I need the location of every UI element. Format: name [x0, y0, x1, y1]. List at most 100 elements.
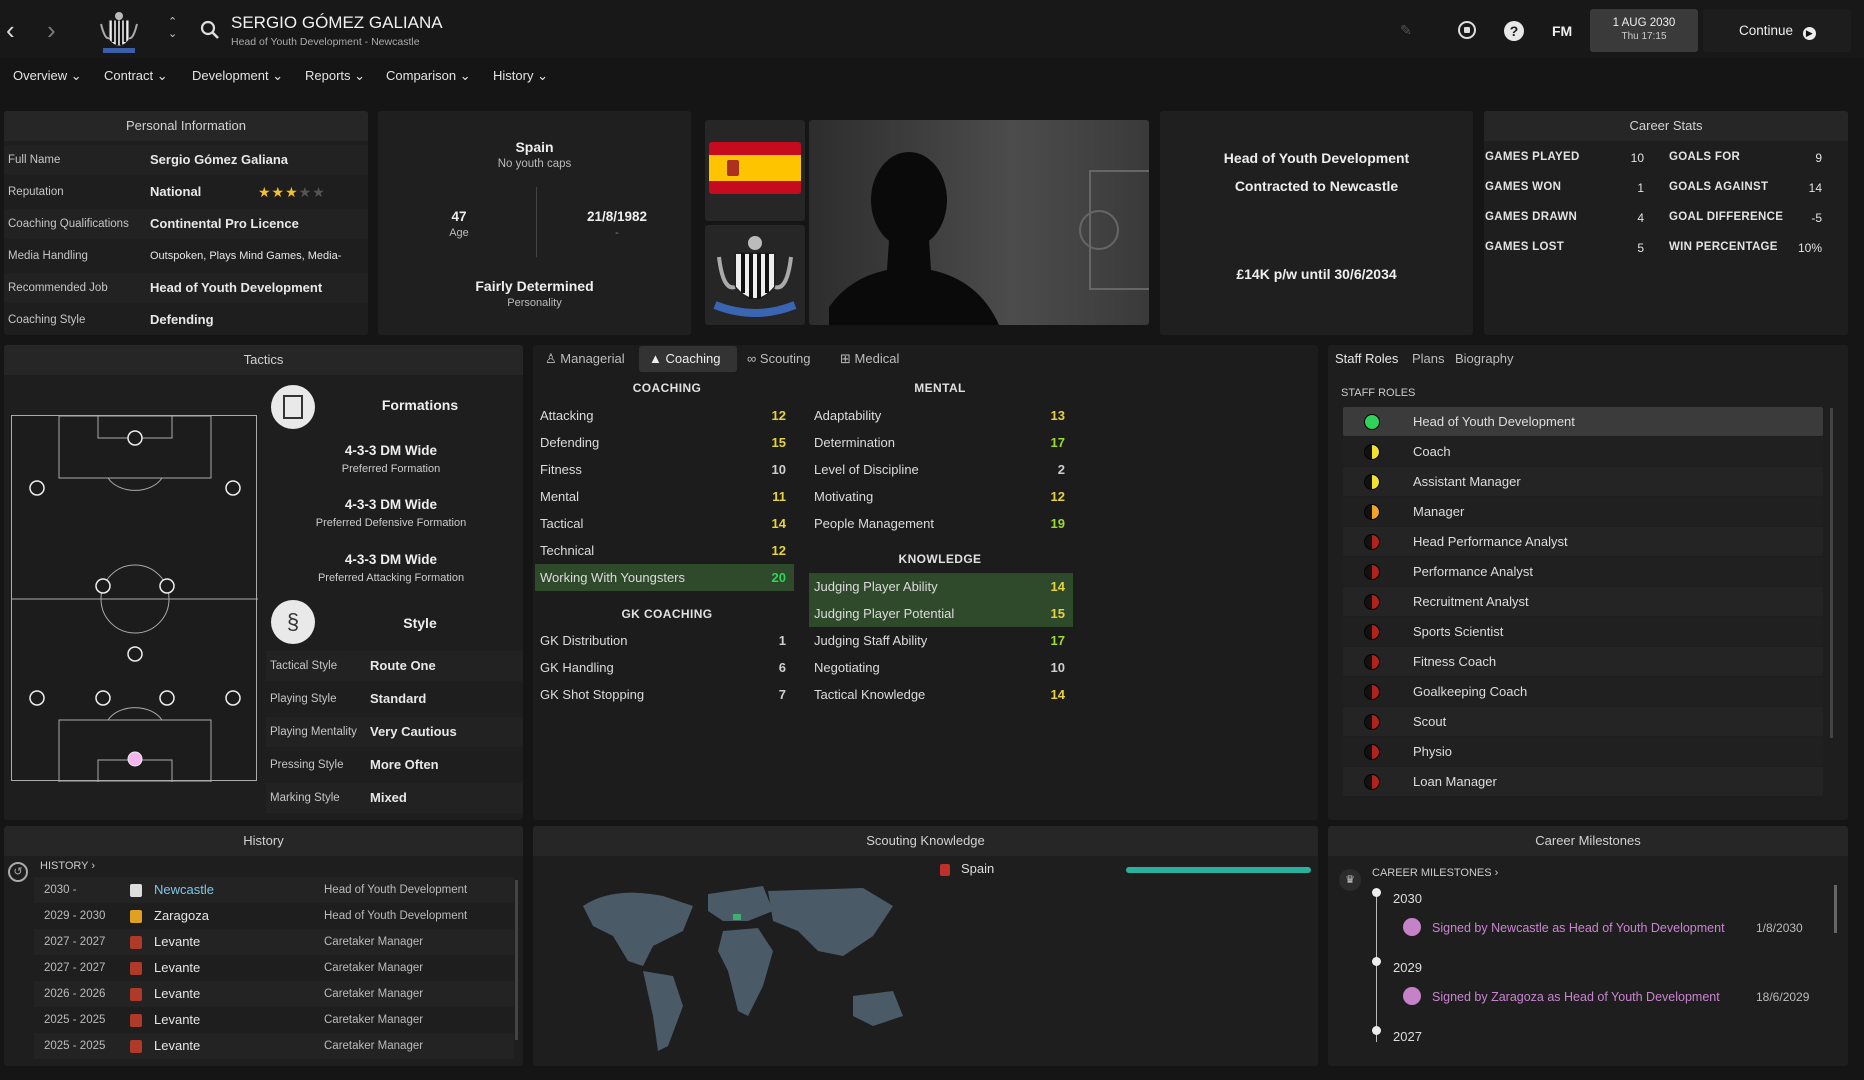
formations-title: Formations	[381, 397, 459, 413]
history-row[interactable]: 2030 - Newcastle Head of Youth Development	[34, 877, 514, 903]
timeline-dot	[1372, 957, 1381, 966]
newcastle-crest-icon[interactable]	[705, 225, 805, 325]
history-row[interactable]: 2027 - 2027 Levante Caretaker Manager	[34, 929, 514, 955]
top-bar	[0, 0, 1864, 58]
club-crest-icon	[130, 936, 142, 949]
staff-role-row[interactable]: Recruitment Analyst	[1343, 587, 1823, 616]
history-club[interactable]: Levante	[154, 960, 201, 975]
edit-icon[interactable]: ✎	[1400, 22, 1412, 38]
tab-biography[interactable]: Biography	[1455, 351, 1514, 366]
role-rating-icon	[1364, 774, 1380, 790]
style-row: Playing Mentality Very Cautious	[266, 717, 523, 747]
forward-icon[interactable]: ›	[47, 15, 56, 45]
info-row: Coaching Style Defending	[8, 312, 214, 327]
role-name: Assistant Manager	[1413, 474, 1521, 489]
club-box	[705, 225, 805, 325]
menu-reports[interactable]: Reports ⌄	[305, 68, 366, 83]
history-row[interactable]: 2029 - 2030 Zaragoza Head of Youth Develop…	[34, 903, 514, 929]
history-role: Caretaker Manager	[324, 988, 424, 1000]
role-name: Recruitment Analyst	[1413, 594, 1529, 609]
history-club[interactable]: Levante	[154, 986, 201, 1001]
staff-role-row[interactable]: Loan Manager	[1343, 767, 1823, 796]
world-map[interactable]	[573, 876, 993, 1056]
person-icon: ♙	[545, 351, 557, 366]
help-icon[interactable]: ?	[1504, 21, 1524, 41]
history-row[interactable]: 2025 - 2025 Levante Caretaker Manager	[34, 1007, 514, 1033]
history-club[interactable]: Levante	[154, 1012, 201, 1027]
menu-contract[interactable]: Contract ⌄	[104, 68, 168, 83]
staff-role-row[interactable]: Assistant Manager	[1343, 467, 1823, 496]
history-title: History	[4, 826, 523, 856]
tab-plans[interactable]: Plans	[1412, 351, 1445, 366]
milestones-scrollbar[interactable]	[1834, 885, 1837, 933]
tab-medical[interactable]: ⊞ Medical	[840, 351, 900, 366]
menu-development[interactable]: Development ⌄	[192, 68, 284, 83]
history-row[interactable]: 2027 - 2027 Levante Caretaker Manager	[34, 955, 514, 981]
milestones-panel: Career Milestones	[1328, 826, 1848, 1066]
personality: Fairly Determined	[475, 278, 594, 294]
style-row: Pressing Style More Often	[270, 757, 439, 772]
staff-role-row[interactable]: Coach	[1343, 437, 1823, 466]
attr-row: Adaptability 13	[814, 408, 1065, 423]
history-club[interactable]: Levante	[154, 1038, 201, 1053]
continue-button[interactable]: Continue ▶	[1703, 9, 1851, 52]
staff-role-row[interactable]: Sports Scientist	[1343, 617, 1823, 646]
roles-scrollbar[interactable]	[1830, 408, 1833, 738]
staff-role-row[interactable]: Manager	[1343, 497, 1823, 526]
history-club[interactable]: Zaragoza	[154, 908, 209, 923]
back-icon[interactable]: ‹	[6, 15, 15, 45]
menu-overview[interactable]: Overview ⌄	[13, 68, 82, 83]
milestone-text[interactable]: Signed by Zaragoza as Head of Youth Deve…	[1432, 990, 1720, 1004]
attr-row: Determination 17	[814, 435, 1065, 450]
role-name: Fitness Coach	[1413, 654, 1497, 669]
menu-comparison[interactable]: Comparison ⌄	[386, 68, 471, 83]
role-name: Head Performance Analyst	[1413, 534, 1568, 549]
age-value: 47	[451, 209, 467, 224]
tab-coaching[interactable]: ▲ Coaching	[639, 346, 737, 372]
attr-row: Level of Discipline 2	[814, 462, 1065, 477]
info-row: Reputation National ★★★★★	[4, 177, 368, 207]
tab-staff-roles[interactable]: Staff Roles	[1335, 351, 1399, 366]
stat-value: 5	[1637, 241, 1644, 255]
history-role: Caretaker Manager	[324, 1014, 424, 1026]
search-icon[interactable]	[200, 20, 220, 40]
role-name: Sports Scientist	[1413, 624, 1504, 639]
milestone-date: 18/6/2029	[1756, 990, 1810, 1004]
tab-scouting[interactable]: ∞ Scouting	[747, 351, 811, 366]
tab-managerial[interactable]: ♙ Managerial	[545, 351, 625, 366]
role-rating-icon	[1364, 444, 1380, 460]
staff-role-row[interactable]: Goalkeeping Coach	[1343, 677, 1823, 706]
history-row[interactable]: 2025 - 2025 Levante Caretaker Manager	[34, 1033, 514, 1059]
staff-silhouette-icon	[829, 152, 999, 325]
club-crest-icon[interactable]	[95, 10, 143, 56]
history-years: 2027 - 2027	[44, 936, 106, 948]
history-scrollbar[interactable]	[515, 880, 518, 1040]
info-row: Media Handling Outspoken, Plays Mind Game…	[8, 250, 342, 292]
history-club[interactable]: Levante	[154, 934, 201, 949]
milestone-text[interactable]: Signed by Newcastle as Head of Youth Dev…	[1432, 921, 1725, 935]
history-club[interactable]: Newcastle	[154, 882, 214, 897]
soccer-ball-icon[interactable]	[1458, 21, 1476, 39]
history-years: 2027 - 2027	[44, 962, 106, 974]
staff-role-row[interactable]: Physio	[1343, 737, 1823, 766]
staff-role-row[interactable]: Performance Analyst	[1343, 557, 1823, 586]
sort-arrows-icon[interactable]: ⌃ ⌄	[168, 16, 178, 40]
history-link[interactable]: HISTORY ›	[40, 860, 96, 872]
fm-menu-button[interactable]: FM	[1552, 23, 1573, 39]
stat-value: 10	[1630, 151, 1644, 165]
staff-role-row[interactable]: Head of Youth Development	[1343, 407, 1823, 436]
role-rating-icon	[1364, 504, 1380, 520]
staff-role-row[interactable]: Scout	[1343, 707, 1823, 736]
formation-name: 4-3-3 DM Wide	[344, 443, 438, 458]
milestones-link[interactable]: CAREER MILESTONES ›	[1372, 867, 1499, 879]
menu-history[interactable]: History ⌄	[493, 68, 548, 83]
binoculars-icon: ∞	[747, 351, 757, 366]
staff-role-row[interactable]: Fitness Coach	[1343, 647, 1823, 676]
dob-value: 21/8/1982	[586, 209, 648, 224]
club-crest-icon	[130, 1014, 142, 1027]
staff-role-row[interactable]: Head Performance Analyst	[1343, 527, 1823, 556]
history-years: 2026 - 2026	[44, 988, 106, 1000]
date-box[interactable]: 1 AUG 2030 Thu 17:15	[1590, 9, 1698, 52]
trophy-icon: ↺	[8, 862, 28, 882]
history-row[interactable]: 2026 - 2026 Levante Caretaker Manager	[34, 981, 514, 1007]
